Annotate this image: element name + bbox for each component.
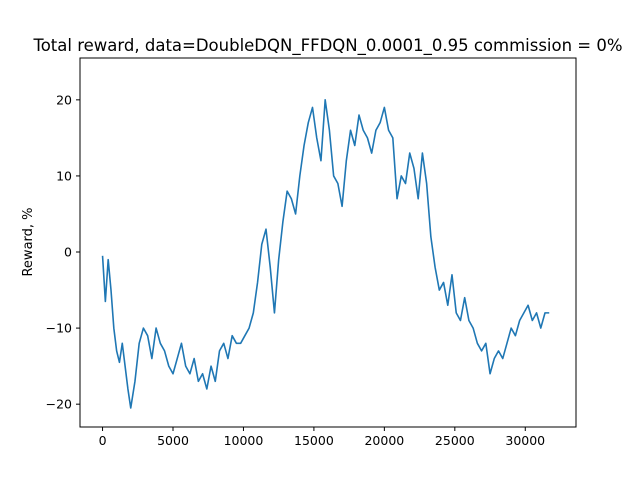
- plot-area: [101, 99, 550, 409]
- series-line: [101, 99, 550, 409]
- y-tick-label: 20: [56, 92, 72, 107]
- y-tick-label: 0: [64, 245, 72, 260]
- y-tick-label: 10: [56, 168, 72, 183]
- y-axis-label: Reward, %: [21, 207, 36, 276]
- x-tick-label: 10000: [224, 433, 264, 448]
- y-axis: −20 −10 0 10 20: [46, 92, 80, 412]
- x-tick-label: 15000: [294, 433, 334, 448]
- axes-frame: [79, 57, 577, 428]
- chart-title: Total reward, data=DoubleDQN_FFDQN_0.000…: [32, 36, 622, 56]
- x-tick-label: 20000: [364, 433, 404, 448]
- x-tick-label: 30000: [505, 433, 545, 448]
- x-tick-label: 0: [99, 433, 107, 448]
- y-tick-label: −10: [46, 321, 72, 336]
- x-axis: 0 5000 10000 15000 20000 25000 30000: [99, 427, 545, 448]
- y-tick-label: −20: [46, 397, 72, 412]
- x-tick-label: 5000: [157, 433, 189, 448]
- x-tick-label: 25000: [435, 433, 475, 448]
